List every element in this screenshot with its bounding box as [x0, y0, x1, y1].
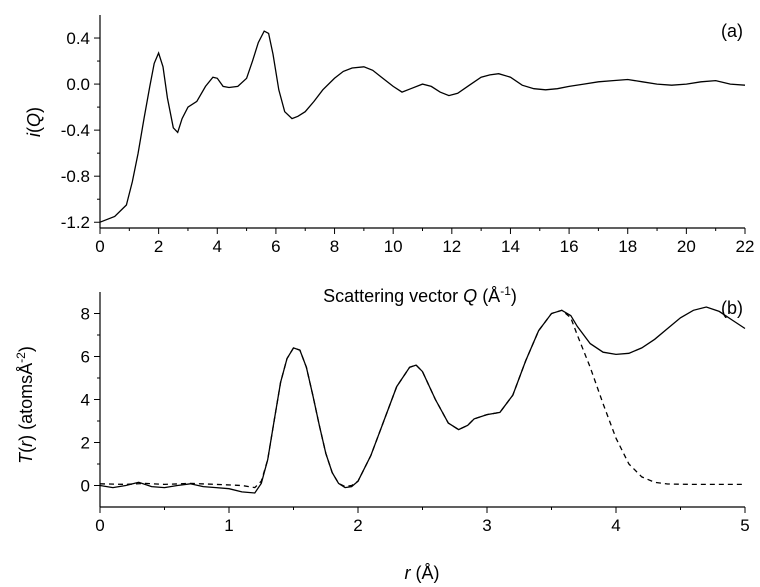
y-tick-label: 8	[81, 305, 90, 324]
x-axis-title-a: Scattering vector Q (Å-1)	[323, 284, 517, 306]
x-tick-label: 0	[95, 516, 104, 535]
x-axis-title-b: r (Å)	[405, 563, 440, 583]
y-tick-label: -0.8	[61, 167, 90, 186]
x-tick-label: 4	[611, 516, 620, 535]
x-tick-label: 8	[330, 237, 339, 256]
series-line-solid	[99, 306, 746, 494]
x-tick-label: 1	[224, 516, 233, 535]
x-tick-label: 5	[740, 516, 749, 535]
series-line-solid	[99, 30, 746, 223]
x-tick-label: 14	[501, 237, 520, 256]
y-tick-label: -1.2	[61, 213, 90, 232]
x-tick-label: 18	[618, 237, 637, 256]
y-axis-title-a: i(Q)	[24, 107, 44, 137]
y-tick-label: 0.0	[66, 75, 90, 94]
x-tick-label: 20	[677, 237, 696, 256]
x-tick-label: 3	[482, 516, 491, 535]
y-tick-label: 0.4	[66, 29, 90, 48]
x-tick-label: 2	[154, 237, 163, 256]
y-tick-label: 4	[81, 391, 90, 410]
panel-a: 0 2 4 6 8 10 12 14 16 18 20 22 -1.2 -0.8 -0.4 0.0 0.4 (a)	[61, 15, 755, 256]
panel-b: 0 1 2 3 4 5 0 2 4 6 8 (b)	[81, 292, 750, 535]
series-line-dashed	[99, 309, 745, 489]
panel-label: (a)	[721, 21, 743, 41]
x-tick-label: 4	[213, 237, 222, 256]
y-tick-label: 0	[81, 477, 90, 496]
x-tick-label: 6	[271, 237, 280, 256]
x-tick-label: 2	[353, 516, 362, 535]
x-tick-label: 12	[442, 237, 461, 256]
y-tick-label: -0.4	[61, 121, 90, 140]
x-tick-label: 0	[95, 237, 104, 256]
x-tick-label: 10	[384, 237, 403, 256]
x-tick-label: 22	[736, 237, 755, 256]
y-tick-label: 2	[81, 434, 90, 453]
y-axis-title-b: T(r) (atomsÅ-2)	[14, 346, 36, 464]
y-tick-label: 6	[81, 348, 90, 367]
panel-label: (b)	[721, 298, 743, 318]
x-tick-label: 16	[560, 237, 579, 256]
